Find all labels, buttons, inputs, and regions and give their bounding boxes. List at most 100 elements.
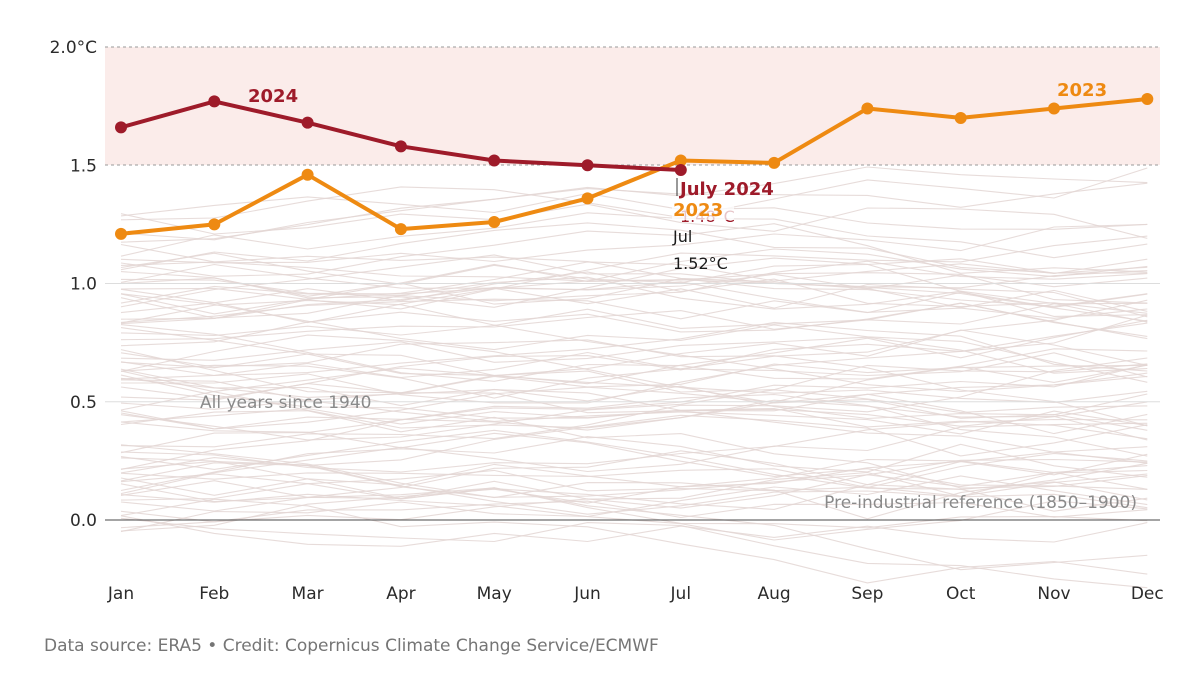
data-point-2023: [1141, 93, 1154, 106]
july-2023-value: 1.52°C: [673, 254, 728, 273]
background-year-line: [120, 399, 1148, 441]
background-year-line: [120, 324, 1148, 382]
background-year-line: [120, 457, 1148, 500]
background-year-line: [120, 223, 1148, 277]
background-year-line: [120, 252, 1148, 285]
background-year-line: [120, 222, 1148, 274]
background-year-line: [120, 243, 1148, 290]
background-year-line: [120, 235, 1148, 325]
background-year-line: [120, 517, 1148, 589]
x-tick-label: Mar: [292, 584, 324, 604]
x-tick-label: Jul: [670, 584, 692, 604]
x-tick-label: Oct: [946, 584, 976, 604]
background-year-line: [120, 370, 1148, 431]
y-tick-label: 1.5: [70, 156, 97, 176]
data-point-2023: [488, 216, 501, 229]
data-point-2024: [208, 95, 221, 108]
background-year-line: [120, 203, 1148, 239]
series-2024: [115, 95, 687, 176]
background-year-line: [120, 291, 1148, 323]
background-year-line: [120, 363, 1148, 402]
background-year-line: [120, 393, 1148, 457]
background-year-line: [120, 389, 1148, 441]
background-year-line: [120, 212, 1148, 259]
series-line-2023: [120, 97, 1148, 236]
x-tick-label: Sep: [851, 584, 883, 604]
background-year-line: [120, 299, 1148, 399]
data-point-2023: [581, 192, 594, 205]
background-years-lines: [120, 166, 1148, 589]
background-year-line: [120, 469, 1148, 501]
background-year-line: [120, 349, 1148, 464]
background-year-line: [120, 223, 1148, 264]
y-tick-label: 2.0°C: [50, 38, 97, 58]
background-year-line: [120, 364, 1148, 470]
background-year-line: [120, 321, 1148, 377]
background-year-line: [120, 336, 1148, 374]
background-year-line: [120, 258, 1148, 315]
y-tick-label: 0.0: [70, 511, 97, 531]
data-point-2023: [1048, 102, 1060, 115]
background-year-line: [120, 302, 1148, 337]
data-point-2023: [115, 227, 127, 240]
july-2023-label-bg: [672, 200, 734, 220]
data-point-2024: [394, 140, 407, 153]
background-year-line: [120, 515, 1148, 547]
background-year-line: [120, 357, 1148, 448]
background-year-line: [120, 436, 1148, 492]
data-point-2023: [768, 156, 781, 169]
background-year-line: [120, 473, 1148, 529]
series-label-2024: 2024: [248, 86, 298, 107]
background-year-line: [120, 302, 1148, 341]
x-tick-label: Apr: [386, 584, 415, 604]
background-year-line: [120, 278, 1148, 318]
y-tick-label: 1.0: [70, 275, 97, 295]
x-tick-label: Jun: [573, 584, 601, 604]
data-point-2023: [301, 168, 314, 181]
background-year-line: [120, 322, 1148, 401]
all-years-annotation: All years since 1940: [200, 393, 372, 413]
background-year-line: [120, 444, 1148, 520]
data-point-2023: [394, 223, 407, 236]
background-year-line: [120, 414, 1148, 482]
y-tick-label: 0.5: [70, 393, 97, 413]
background-year-line: [120, 377, 1148, 420]
background-year-line: [120, 248, 1148, 282]
x-tick-label: Jan: [107, 584, 134, 604]
series-2023: [115, 93, 1154, 240]
x-tick-label: Feb: [199, 584, 229, 604]
background-year-line: [120, 475, 1148, 533]
background-year-line: [120, 334, 1148, 404]
data-point-2024: [301, 116, 314, 129]
july-2023-month: Jul: [672, 227, 692, 246]
data-point-2024: [488, 154, 501, 167]
background-year-line: [120, 353, 1148, 393]
x-tick-label: May: [477, 584, 512, 604]
background-year-line: [120, 367, 1148, 411]
x-tick-label: Dec: [1131, 584, 1164, 604]
july-2024-title: July 2024: [678, 179, 774, 200]
background-year-line: [120, 276, 1148, 323]
background-year-line: [120, 374, 1148, 440]
background-year-line: [120, 364, 1148, 430]
background-year-line: [120, 452, 1148, 489]
data-point-2024: [674, 163, 687, 176]
y-axis-ticks: 2.0°C 1.5 1.0 0.5 0.0: [50, 38, 1160, 531]
background-year-line: [121, 314, 1148, 404]
background-year-line: [120, 498, 1148, 584]
background-year-line: [120, 421, 1148, 490]
background-year-line: [120, 166, 1148, 241]
background-year-line: [120, 254, 1148, 308]
footer-credit: Data source: ERA5 • Credit: Copernicus C…: [44, 636, 659, 656]
threshold-band: [105, 47, 1160, 165]
background-year-line: [120, 293, 1148, 383]
background-year-line: [120, 278, 1148, 307]
background-year-line: [120, 465, 1148, 529]
data-point-2023: [861, 102, 874, 115]
background-year-line: [120, 410, 1148, 489]
background-year-line: [120, 500, 1148, 523]
background-year-line: [120, 458, 1148, 532]
x-axis-ticks: Jan Feb Mar Apr May Jun Jul Aug Sep Oct Nov Dec: [107, 584, 1164, 604]
x-tick-label: Aug: [757, 584, 790, 604]
background-year-line: [120, 460, 1148, 515]
